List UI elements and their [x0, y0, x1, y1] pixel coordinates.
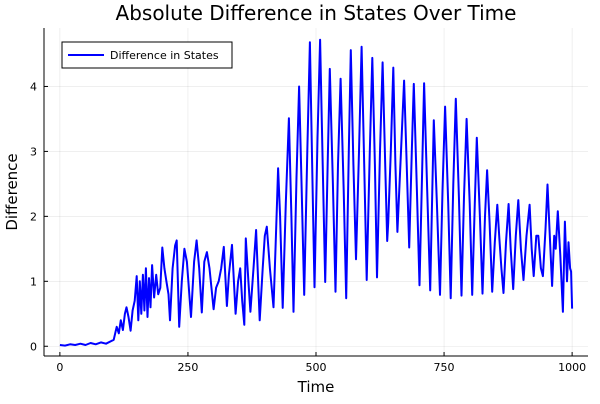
legend: Difference in States: [61, 41, 233, 69]
axes: [43, 28, 588, 357]
x-tick-label: 250: [177, 361, 198, 374]
y-tick-label: 1: [30, 275, 37, 288]
legend-label: Difference in States: [110, 49, 219, 62]
x-tick-label: 500: [306, 361, 327, 374]
grid-lines: [44, 28, 588, 356]
y-tick-label: 0: [30, 340, 37, 353]
series-layer: [59, 38, 574, 347]
x-tick-label: 1000: [558, 361, 586, 374]
y-tick-label: 4: [30, 80, 37, 93]
chart-title: Absolute Difference in States Over Time: [116, 1, 517, 25]
y-axis-label: Difference: [3, 153, 21, 230]
y-tick-label: 3: [30, 145, 37, 158]
x-axis-label: Time: [297, 378, 335, 396]
series-line: [59, 38, 574, 347]
tick-labels: 0 250 500 750 1000 0 1 2 3 4: [30, 80, 586, 374]
x-tick-label: 0: [56, 361, 63, 374]
x-tick-label: 750: [434, 361, 455, 374]
y-tick-label: 2: [30, 210, 37, 223]
